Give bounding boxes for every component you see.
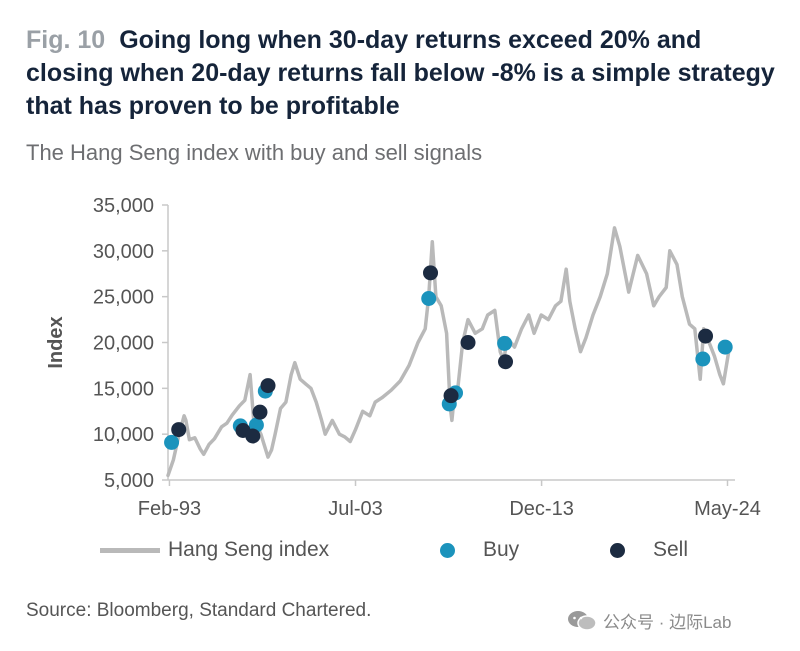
legend-label-buy: Buy: [483, 538, 520, 561]
sell-signal-point: [423, 265, 439, 281]
y-tick-label: 25,000: [93, 287, 154, 309]
sell-signal-point: [460, 335, 476, 350]
y-tick-label: 10,000: [93, 424, 154, 446]
source-note: Source: Bloomberg, Standard Chartered.: [26, 600, 372, 621]
series-line-hang-seng: [166, 226, 731, 478]
legend-item-sell: Sell: [610, 538, 688, 562]
y-tick-label: 20,000: [93, 333, 154, 355]
y-tick-label: 5,000: [104, 470, 154, 492]
y-tick-label: 30,000: [93, 241, 154, 263]
x-tick-label: May-24: [694, 498, 761, 520]
sell-signal-point: [260, 378, 276, 394]
buy-signal-point: [717, 339, 733, 355]
legend-buy-swatch: [440, 542, 455, 558]
figure-number: Fig. 10: [26, 26, 106, 54]
legend-item-index: Hang Seng index: [100, 538, 329, 562]
buy-signal-point: [695, 351, 711, 367]
y-axis-title: Index: [45, 316, 67, 368]
sell-signal-point: [252, 404, 268, 420]
sell-signal-point: [698, 328, 714, 344]
x-tick-label: Feb-93: [138, 498, 201, 520]
chart-title: Fig. 10 Going long when 30-day returns ex…: [26, 24, 786, 123]
buy-signal-point: [164, 434, 180, 450]
watermark-text: 公众号 · 边际Lab: [603, 613, 732, 632]
x-tick-label: Jul-03: [328, 498, 382, 520]
chart-subtitle: The Hang Seng index with buy and sell si…: [26, 140, 483, 165]
buy-signal-point: [497, 335, 513, 351]
watermark: 公众号 · 边际Lab: [567, 608, 731, 633]
y-tick-label: 15,000: [93, 378, 154, 400]
legend-sell-swatch: [610, 542, 625, 558]
hang-seng-chart: 5,000 10,000 15,000 20,000 25,000 30,000 35,00…: [45, 195, 761, 520]
sell-signal-point: [171, 422, 187, 438]
sell-signal-point: [498, 354, 514, 370]
legend-label-index: Hang Seng index: [168, 538, 330, 561]
sell-signal-point: [443, 388, 459, 404]
x-tick-label: Dec-13: [509, 498, 573, 520]
legend-item-buy: Buy: [440, 538, 519, 562]
title-text: Going long when 30-day returns exceed 20…: [26, 26, 775, 120]
buy-signal-point: [421, 291, 437, 306]
sell-signal-point: [245, 428, 261, 444]
chart-legend: Hang Seng index Buy Sell: [100, 538, 740, 568]
y-tick-label: 35,000: [93, 195, 154, 217]
legend-line-swatch: [100, 547, 160, 553]
wechat-icon: [568, 610, 597, 631]
legend-label-sell: Sell: [653, 538, 689, 561]
